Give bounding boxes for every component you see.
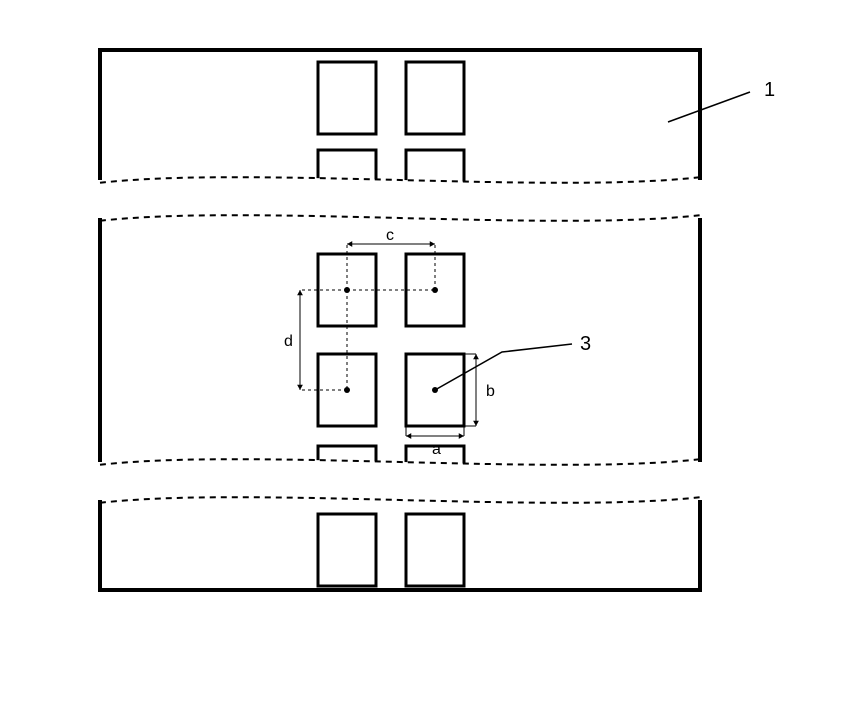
opening-rect: [406, 62, 464, 134]
leader-3: [435, 344, 572, 390]
dim-a-label: a: [432, 441, 441, 458]
opening-rect: [406, 514, 464, 586]
opening-rect: [318, 150, 376, 222]
dim-c-label: c: [386, 227, 394, 244]
callout-3-label: 3: [580, 333, 591, 355]
dim-b-label: b: [486, 383, 495, 400]
technical-diagram: c d a b 1 3: [0, 0, 846, 728]
opening-rect: [318, 62, 376, 134]
callout-1-label: 1: [764, 79, 775, 101]
leader-1: [668, 92, 750, 122]
section-0: [318, 62, 464, 222]
opening-rect: [406, 150, 464, 222]
dim-d-label: d: [284, 333, 293, 350]
opening-rect: [318, 446, 376, 518]
opening-rect: [318, 514, 376, 586]
section-2: [318, 514, 464, 586]
